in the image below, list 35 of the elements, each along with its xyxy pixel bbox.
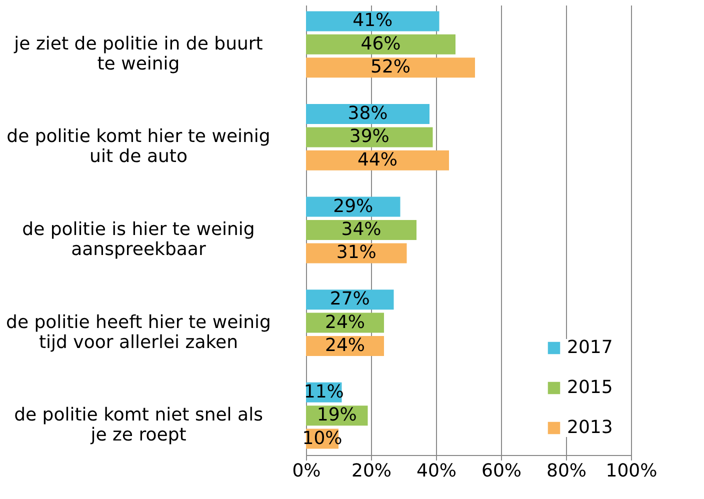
y-tick-label: de politie heeft hier te weinig tijd voor allerlei zaken: [6, 312, 271, 353]
data-label: 19%: [316, 404, 357, 426]
data-label: 38%: [348, 103, 388, 124]
bar: [306, 150, 449, 170]
x-tick-label: 60%: [481, 460, 522, 482]
bar: [306, 11, 440, 32]
data-label: 39%: [349, 126, 390, 148]
bar: [306, 34, 456, 54]
data-label: 27%: [330, 288, 370, 310]
y-tick-label: de politie komt hier te weinig uit de auto: [6, 126, 270, 168]
data-label: 34%: [341, 219, 382, 240]
bar: [306, 220, 416, 240]
data-label: 44%: [357, 149, 398, 170]
data-label: 52%: [370, 56, 411, 78]
legend-label: 2013: [567, 417, 613, 438]
data-label: 29%: [333, 196, 374, 217]
x-tick-label: 80%: [546, 460, 587, 482]
y-tick-label: de politie is hier te weinig aanspreekbaar: [22, 219, 255, 260]
data-label: 31%: [336, 242, 376, 264]
legend-label: 2015: [567, 377, 613, 398]
data-label: 24%: [324, 334, 366, 356]
x-tick-label: 40%: [416, 460, 457, 482]
y-tick-label: de politie komt niet snel als je ze roept: [14, 404, 263, 446]
bar: [306, 243, 407, 264]
bar: [306, 104, 430, 124]
data-label: 24%: [324, 312, 366, 333]
y-tick-label: je ziet de politie in de buurt te weinig: [13, 33, 263, 74]
data-label: 41%: [352, 10, 393, 32]
x-tick-label: 100%: [606, 460, 658, 482]
x-tick-label: 20%: [351, 460, 392, 482]
x-tick-label: 0%: [292, 460, 321, 482]
bar: [306, 58, 475, 78]
bar: [306, 127, 433, 148]
data-label: 46%: [360, 33, 401, 54]
legend-label: 2017: [567, 337, 613, 358]
